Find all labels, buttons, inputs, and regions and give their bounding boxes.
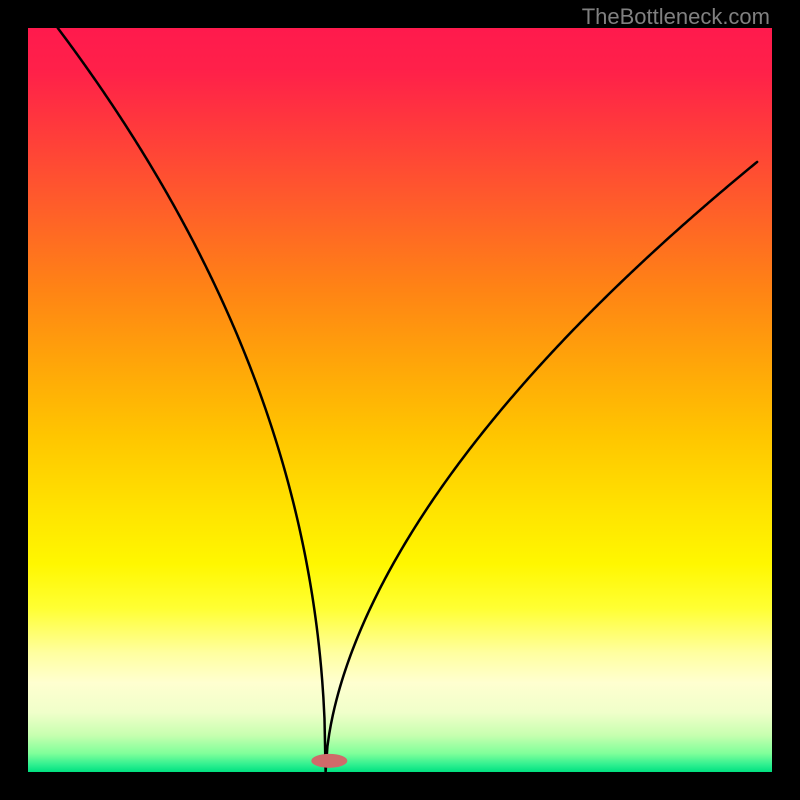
plot-area — [28, 28, 772, 772]
minimum-marker — [311, 754, 347, 768]
chart-svg — [28, 28, 772, 772]
gradient-background — [28, 28, 772, 772]
watermark-text: TheBottleneck.com — [582, 4, 770, 30]
